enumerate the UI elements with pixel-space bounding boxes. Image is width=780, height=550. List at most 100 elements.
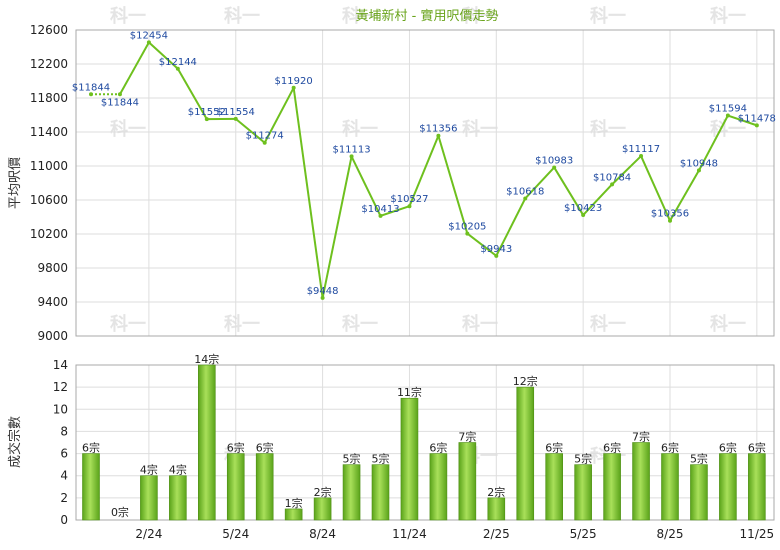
price-line-segment xyxy=(437,135,469,234)
line-panel-grid xyxy=(76,29,774,337)
price-point-label: $9943 xyxy=(480,244,512,255)
price-line-segment xyxy=(611,155,642,186)
volume-bar-label: 4宗 xyxy=(169,463,187,477)
price-line-segment xyxy=(553,166,585,216)
price-line-segment xyxy=(408,135,440,207)
volume-bar xyxy=(458,442,477,521)
price-point-label: $10423 xyxy=(564,203,602,214)
volume-bar xyxy=(719,453,737,521)
volume-bar xyxy=(545,453,564,521)
price-point-label: $11554 xyxy=(217,107,255,118)
x-tick-label: 2/25 xyxy=(483,527,510,541)
price-point-label: $11552 xyxy=(188,107,226,118)
watermark-text: 科一 xyxy=(590,313,626,335)
price-line-segment xyxy=(119,41,150,95)
chart-title: 黃埔新村 - 實用呎價走勢 xyxy=(356,8,499,24)
line-y-tick-label: 12600 xyxy=(30,23,68,37)
bar-y-tick-label: 6 xyxy=(60,447,68,461)
bar-y-tick-label: 0 xyxy=(60,513,68,527)
price-point-label: $11478 xyxy=(738,113,776,124)
volume-bar xyxy=(371,464,390,521)
volume-bar-label: 6宗 xyxy=(256,441,274,455)
watermark-text: 科一 xyxy=(710,5,746,27)
price-point xyxy=(407,204,412,209)
bar-y-tick-label: 8 xyxy=(60,424,68,438)
x-tick-label: 5/25 xyxy=(570,527,597,541)
price-point xyxy=(610,182,615,187)
bar-y-tick-label: 4 xyxy=(60,469,68,483)
price-line-segment xyxy=(582,183,613,216)
volume-bar-label: 6宗 xyxy=(748,441,766,455)
price-point xyxy=(523,196,528,201)
line-y-tick-label: 11800 xyxy=(30,91,68,105)
volume-bar-label: 7宗 xyxy=(632,430,650,444)
price-point xyxy=(754,123,759,128)
volume-bar xyxy=(342,464,361,521)
volume-bar-label: 6宗 xyxy=(227,441,245,455)
price-line-segment xyxy=(380,205,410,217)
price-line-segment xyxy=(350,155,382,217)
watermark-text: 科一 xyxy=(462,5,498,27)
volume-bar-label: 11宗 xyxy=(397,385,422,399)
x-axis-ticks: 2/24 5/24 8/24 11/24 2/25 5/25 8/25 11/25 xyxy=(135,527,774,541)
price-point xyxy=(436,133,441,138)
line-panel-y-axis: 9000 9400 9800 10200 10600 11000 11400 11800 122… xyxy=(30,23,68,343)
price-line-segment xyxy=(466,232,497,257)
line-panel-frame xyxy=(75,29,775,337)
price-point-label: $10205 xyxy=(448,222,486,233)
bar-y-tick-label: 10 xyxy=(53,402,68,416)
line-y-tick-label: 9000 xyxy=(37,329,68,343)
price-point xyxy=(668,218,672,223)
price-point xyxy=(117,92,122,97)
volume-bar xyxy=(632,442,650,521)
price-point-label: $11844 xyxy=(72,82,110,93)
watermark-text: 科一 xyxy=(342,5,378,27)
x-tick-label: 2/24 xyxy=(135,527,162,541)
watermark-text: 科一 xyxy=(462,118,498,140)
price-point-label: $11117 xyxy=(622,144,660,155)
volume-bar-label: 5宗 xyxy=(343,452,361,466)
price-point xyxy=(175,66,180,71)
price-point xyxy=(291,85,296,90)
line-y-tick-label: 10600 xyxy=(30,193,68,207)
price-point-label: $10618 xyxy=(506,186,544,197)
x-tick-label: 11/24 xyxy=(392,527,427,541)
price-point-label: $11274 xyxy=(246,131,284,142)
volume-bar xyxy=(140,475,158,521)
watermark-text: 科一 xyxy=(110,5,146,27)
price-point xyxy=(89,92,93,97)
price-line-segment xyxy=(640,155,671,222)
price-line-segment xyxy=(524,166,555,200)
volume-bar xyxy=(198,364,216,521)
watermark-text: 科一 xyxy=(224,313,260,335)
volume-bar xyxy=(748,453,766,521)
price-point-label: $10356 xyxy=(651,209,689,220)
volume-bar xyxy=(169,475,187,521)
price-point-label: $11920 xyxy=(275,76,313,87)
price-point xyxy=(320,295,325,300)
price-line-series xyxy=(89,40,759,300)
bar-panel-y-label: 成交宗數 xyxy=(7,416,23,468)
volume-bar xyxy=(313,497,332,521)
volume-bar-label: 4宗 xyxy=(140,463,158,477)
price-point-label: $11356 xyxy=(419,124,457,135)
price-point-label: $10983 xyxy=(535,155,573,166)
price-point-label: $12454 xyxy=(130,30,168,41)
volume-bar xyxy=(400,397,419,521)
price-line-segment xyxy=(321,156,353,299)
watermark-text: 科一 xyxy=(590,118,626,140)
price-line-segment xyxy=(727,114,758,127)
volume-bar xyxy=(661,453,679,521)
price-point xyxy=(262,140,267,145)
bar-y-tick-label: 2 xyxy=(60,491,68,505)
watermark-text: 科一 xyxy=(342,118,378,140)
volume-bar xyxy=(516,386,535,521)
watermark-text: 科一 xyxy=(110,313,146,335)
line-y-tick-label: 11400 xyxy=(30,125,68,139)
price-line-segment xyxy=(235,118,266,144)
price-point-label: $12144 xyxy=(159,57,197,68)
price-point-label: $10413 xyxy=(361,204,399,215)
volume-bar-label: 12宗 xyxy=(513,374,538,388)
price-point xyxy=(494,253,499,258)
volume-bar-label: 5宗 xyxy=(574,452,592,466)
